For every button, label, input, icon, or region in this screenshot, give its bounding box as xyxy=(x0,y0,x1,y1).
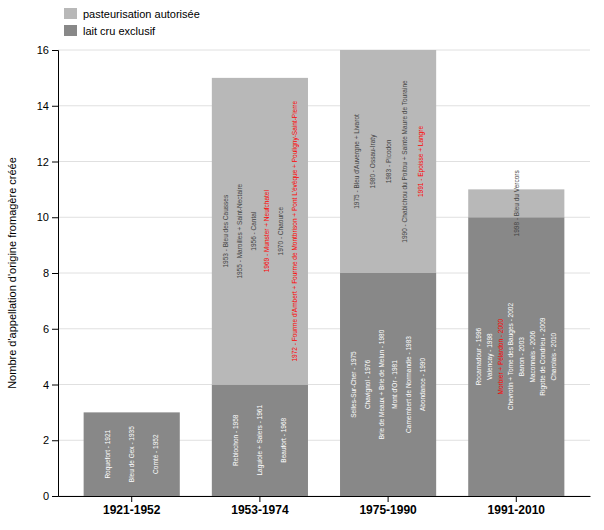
tick-mark xyxy=(259,496,260,502)
tick-label: 2 xyxy=(43,434,49,446)
tick-label: 0 xyxy=(43,490,49,502)
annotation: Selles-Sur-Cher - 1975 xyxy=(350,351,357,418)
tick: 10 xyxy=(37,211,58,223)
y-axis-line xyxy=(52,51,59,497)
annotation: Morbier + Pélardon - 2000 xyxy=(497,318,504,394)
annotation: Beaufort - 1968 xyxy=(280,417,287,462)
plot: 0 2 4 6 8 10 12 14 16 1921-1952 1953-1974 1975-1990… xyxy=(37,44,591,517)
annotation: Banon - 2003 xyxy=(518,337,525,376)
annotation: 1955 - Maroilles + Saint-Nectaire xyxy=(236,183,243,278)
tick-mark xyxy=(52,329,58,330)
bar xyxy=(212,385,308,497)
annotation: 1998 - Bleu du Vercors xyxy=(513,170,520,237)
annotation: Abondance - 1990 xyxy=(419,358,426,412)
tick-mark xyxy=(52,162,58,163)
tick-label: 1975-1990 xyxy=(359,503,417,517)
bar xyxy=(340,50,436,273)
grid-line xyxy=(58,105,590,106)
tick-label: 4 xyxy=(43,379,49,391)
annotation: Rigotte de Condrieu - 2009 xyxy=(539,317,547,395)
bar xyxy=(340,273,436,496)
x-axis: 1921-1952 1953-1974 1975-1990 1991-2010 xyxy=(59,496,591,517)
tick-label: 10 xyxy=(37,211,49,223)
tick-label: 1991-2010 xyxy=(488,503,546,517)
legend-item: lait cru exclusif xyxy=(64,25,156,37)
grid-line xyxy=(58,161,590,162)
tick: 0 xyxy=(43,490,58,502)
tick-label: 16 xyxy=(37,44,49,56)
tick: 8 xyxy=(43,267,58,279)
annotations: Roquefort - 1921 Bleu de Gex - 1935 Comté … xyxy=(104,80,557,482)
legend-label: pasteurisation autorisée xyxy=(83,8,200,20)
legend-item: pasteurisation autorisée xyxy=(64,8,200,20)
annotation: Rocamadour - 1996 xyxy=(475,328,482,386)
annotation: Reblochon - 1958 xyxy=(232,414,239,466)
tick: 2 xyxy=(43,434,58,446)
tick-mark xyxy=(388,496,389,502)
annotation: Mont d'Or - 1981 xyxy=(391,360,398,409)
tick-label: 12 xyxy=(37,156,49,168)
annotation: 1990 - Chabichou du Poitou + Sainte Maur… xyxy=(401,80,408,243)
annotation: Chevrotin + Tome des Bauges - 2002 xyxy=(507,303,515,411)
y-axis-title: Nombre d'appellation d'origine fromagère… xyxy=(6,157,18,389)
tick-mark xyxy=(52,50,58,51)
grid xyxy=(58,50,590,496)
legend-swatch xyxy=(64,25,77,36)
tick: 1953-1974 xyxy=(231,496,289,517)
tick-mark xyxy=(52,273,58,274)
annotation: Valencay - 1998 xyxy=(486,333,494,380)
tick-label: 14 xyxy=(37,100,49,112)
tick-mark xyxy=(52,106,58,107)
bar-series xyxy=(84,217,565,496)
annotation: 1975 - Bleu d'Auvergne + Livarot xyxy=(353,114,361,209)
annotation: Comté - 1952 xyxy=(152,434,159,474)
tick: 12 xyxy=(37,156,58,168)
annotation: 1969 - Munster + Neufchatel xyxy=(263,190,270,273)
bar xyxy=(468,217,564,496)
tick-mark xyxy=(52,217,58,218)
bar xyxy=(84,412,180,496)
annotation: Bleu de Gex - 1935 xyxy=(128,426,135,482)
annotation: 1972 - Fourme d'Ambert + Fourme de Montb… xyxy=(291,100,299,361)
tick: 1991-2010 xyxy=(488,496,546,517)
annotation: Maconnais - 2006 xyxy=(529,330,536,382)
bar xyxy=(84,412,180,413)
chart: 0 2 4 6 8 10 12 14 16 1921-1952 1953-1974 1975-1990… xyxy=(0,0,604,530)
legend-swatch xyxy=(64,8,77,19)
tick-label: 8 xyxy=(43,267,49,279)
annotation: Brie de Meaux + Brie de Melun - 1980 xyxy=(378,329,385,439)
annotation: 1956 - Cantal xyxy=(250,211,257,251)
legend-label: lait cru exclusif xyxy=(83,25,156,37)
tick-mark xyxy=(131,496,132,502)
tick: 14 xyxy=(37,100,58,112)
tick-mark xyxy=(52,440,58,441)
tick-label: 6 xyxy=(43,323,49,335)
annotation: Chavignol - 1976 xyxy=(364,360,372,410)
tick-mark xyxy=(516,496,517,502)
annotation: Laguiole + Salers - 1961 xyxy=(256,405,264,476)
y-axis: 0 2 4 6 8 10 12 14 16 xyxy=(37,44,59,502)
annotation: Camembert de Normandie - 1983 xyxy=(405,336,412,433)
annotation: 1953 - Bleu des Causses xyxy=(222,194,229,267)
x-axis-line xyxy=(59,496,591,497)
tick-mark xyxy=(52,385,58,386)
annotation: 1980 - Ossau-Iraty xyxy=(369,134,377,189)
tick: 6 xyxy=(43,323,58,335)
tick: 1921-1952 xyxy=(103,496,161,517)
annotation: Charolais - 2010 xyxy=(550,332,557,380)
tick-label: 1921-1952 xyxy=(103,503,161,517)
annotation: Roquefort - 1921 xyxy=(104,429,112,478)
annotation: 1970 - Chaource xyxy=(277,207,284,256)
tick-mark xyxy=(52,496,58,497)
legend: pasteurisation autorisée lait cru exclusi… xyxy=(64,8,200,37)
bar xyxy=(212,78,308,385)
bars xyxy=(84,50,565,496)
grid-line xyxy=(58,50,590,51)
tick: 4 xyxy=(43,379,58,391)
tick: 16 xyxy=(37,44,58,56)
tick-label: 1953-1974 xyxy=(231,503,289,517)
annotation: 1983 - Picodon xyxy=(385,139,392,183)
annotation: 1991 - Epoisse + Langre xyxy=(417,126,425,197)
tick: 1975-1990 xyxy=(359,496,417,517)
